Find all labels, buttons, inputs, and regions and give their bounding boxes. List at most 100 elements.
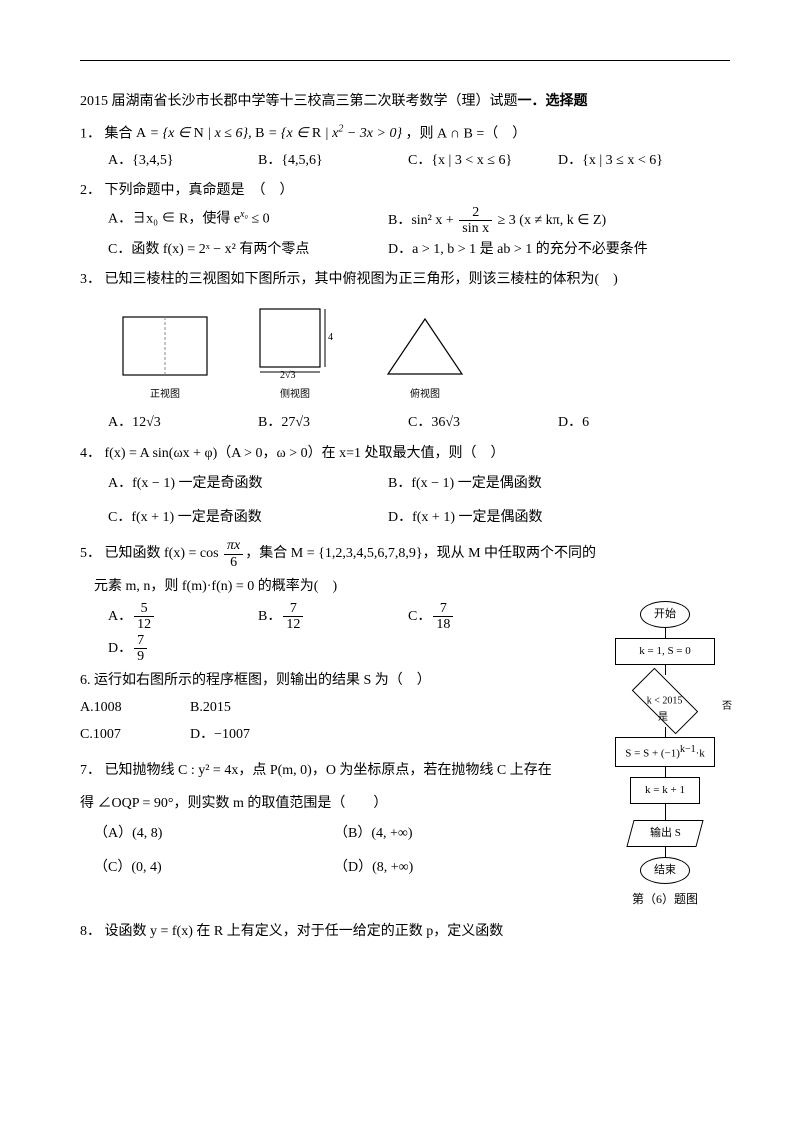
- q1-opt-a: A．{3,4,5}: [108, 148, 258, 175]
- question-4: 4． f(x) = A sin(ωx + φ)（A > 0，ω > 0）在 x=…: [80, 441, 730, 468]
- flow-yes: 是: [658, 708, 668, 727]
- q5-opt-c: C．718: [408, 601, 558, 633]
- q5c-d: 18: [433, 617, 453, 632]
- top-label: 俯视图: [380, 385, 470, 404]
- q2-opt-c: C．函数 f(x) = 2ˣ − x² 有两个零点: [108, 237, 388, 264]
- q1-opt-d: D．{x | 3 ≤ x < 6}: [558, 148, 708, 175]
- q6-num: 6.: [80, 673, 91, 688]
- q2-opt-d: D．a > 1, b > 1 是 ab > 1 的充分不必要条件: [388, 237, 668, 264]
- q2-opt-b: B．sin² x + 2sin x ≥ 3 (x ≠ kπ, k ∈ Z): [388, 205, 668, 237]
- q1-options: A．{3,4,5} B．{4,5,6} C．{x | 3 < x ≤ 6} D．…: [108, 148, 730, 175]
- flow-s1-post: ·k: [696, 747, 705, 759]
- q3-options: A．12√3 B．27√3 C．36√3 D．6: [108, 410, 730, 437]
- flow-output: 输出 S: [626, 820, 703, 847]
- flow-start: 开始: [640, 601, 690, 628]
- side-view: 4 2√3 侧视图: [250, 306, 340, 404]
- q2a-post: ≤ 0: [248, 212, 270, 227]
- q2-num: 2．: [80, 183, 101, 198]
- q4-opt-d: D．f(x + 1) 一定是偶函数: [388, 501, 668, 535]
- q5-opt-a: A．512: [108, 601, 258, 633]
- q6-opt-a: A.1008: [80, 695, 190, 722]
- q3-opt-a: A．12√3: [108, 410, 258, 437]
- q4-options: A．f(x − 1) 一定是奇函数 B．f(x − 1) 一定是偶函数 C．f(…: [108, 467, 730, 534]
- q5b-n: 7: [283, 601, 303, 617]
- flow-s1-sup: k−1: [680, 744, 696, 755]
- q2b-post: ≥ 3 (x ≠ kπ, k ∈ Z): [494, 213, 606, 228]
- question-8: 8． 设函数 y = f(x) 在 R 上有定义，对于任一给定的正数 p，定义函…: [80, 919, 730, 946]
- q5-num: 5．: [80, 546, 101, 561]
- q1-stem-a: 集合: [105, 126, 137, 141]
- q1-math: A = {x ∈ N | x ≤ 6}, B = {x ∈ R | x2 − 3…: [136, 126, 402, 141]
- q7-opt-d: （D）(8, +∞): [334, 851, 484, 885]
- q5c-n: 7: [433, 601, 453, 617]
- q2a-sup: x₀: [240, 209, 248, 220]
- q4-num: 4．: [80, 446, 101, 461]
- flow-caption: 第（6）题图: [600, 888, 730, 911]
- q7-opt-b: （B）(4, +∞): [334, 817, 484, 851]
- q5a-pre: A．: [108, 609, 132, 624]
- three-views: 正视图 4 2√3 侧视图 俯视图: [120, 306, 730, 404]
- page-title: 2015 届湖南省长沙市长郡中学等十三校高三第二次联考数学（理）试题一．选择题: [80, 89, 730, 116]
- section-label: 一．选择题: [518, 94, 588, 109]
- q5-stem-a: 已知函数 f(x) = cos: [105, 546, 223, 561]
- question-2: 2． 下列命题中，真命题是 （ ）: [80, 178, 730, 205]
- q5a-n: 5: [134, 601, 154, 617]
- q8-num: 8．: [80, 924, 101, 939]
- flow-end: 结束: [640, 857, 690, 884]
- question-5: 5． 已知函数 f(x) = cos πx6，集合 M = {1,2,3,4,5…: [80, 538, 730, 570]
- q6-options-2: C.1007 D．−1007: [80, 722, 592, 749]
- q7-num: 7．: [80, 763, 101, 778]
- top-view: 俯视图: [380, 314, 470, 404]
- q1-num: 1．: [80, 126, 101, 141]
- side-label: 侧视图: [250, 385, 340, 404]
- q2b-den: sin x: [459, 221, 492, 236]
- q5-opt-b: B．712: [258, 601, 408, 633]
- q5-stem-c: 元素 m, n，则 f(m)·f(n) = 0 的概率为( ): [94, 574, 730, 601]
- q3-opt-d: D．6: [558, 410, 708, 437]
- q6-opt-d: D．−1007: [190, 722, 300, 749]
- q5-den-f: 6: [224, 555, 243, 570]
- q1-stem-b: ，则 A ∩ B =（ ）: [406, 126, 527, 141]
- front-view: 正视图: [120, 314, 210, 404]
- q1-opt-b: B．{4,5,6}: [258, 148, 408, 175]
- q5a-d: 12: [134, 617, 154, 632]
- q2a-pre: A．∃x₀ ∈ R，使得 e: [108, 212, 240, 227]
- q2b-pre: B．sin² x +: [388, 213, 457, 228]
- q5b-pre: B．: [258, 609, 281, 624]
- flow-step1: S = S + (−1)k−1·k: [615, 737, 715, 768]
- q5-num-f: πx: [224, 538, 243, 554]
- q5c-pre: C．: [408, 609, 431, 624]
- flow-step2: k = k + 1: [630, 777, 700, 804]
- q3-opt-b: B．27√3: [258, 410, 408, 437]
- q5-options: A．512 B．712 C．718 D．79: [108, 601, 592, 665]
- flow-out-text: 输出 S: [650, 823, 681, 844]
- q3-stem: 已知三棱柱的三视图如下图所示，其中俯视图为正三角形，则该三棱柱的体积为( ): [105, 272, 618, 287]
- flow-init: k = 1, S = 0: [615, 638, 715, 665]
- q7-opt-a: （A）(4, 8): [94, 817, 334, 851]
- question-1: 1． 集合 A = {x ∈ N | x ≤ 6}, B = {x ∈ R | …: [80, 120, 730, 148]
- flow-no: 否: [722, 697, 732, 716]
- flow-s1-pre: S = S + (−1): [625, 747, 680, 759]
- q3-opt-c: C．36√3: [408, 410, 558, 437]
- q2-options: A．∃x₀ ∈ R，使得 ex₀ ≤ 0 B．sin² x + 2sin x ≥…: [108, 205, 730, 263]
- q6-opt-b: B.2015: [190, 695, 300, 722]
- q8-stem: 设函数 y = f(x) 在 R 上有定义，对于任一给定的正数 p，定义函数: [105, 924, 504, 939]
- q7-options: （A）(4, 8) （B）(4, +∞) （C）(0, 4) （D）(8, +∞…: [94, 817, 592, 884]
- q7-stem-a: 已知抛物线 C : y² = 4x，点 P(m, 0)，O 为坐标原点，若在抛物…: [105, 763, 552, 778]
- q6-opt-c: C.1007: [80, 722, 190, 749]
- q5b-d: 12: [283, 617, 303, 632]
- q1-opt-c: C．{x | 3 < x ≤ 6}: [408, 148, 558, 175]
- title-prefix: 2015 届湖南省长沙市长郡中学等十三校高三第二次联考数学（理）试题: [80, 94, 518, 109]
- q6-stem: 运行如右图所示的程序框图，则输出的结果 S 为（ ）: [94, 673, 431, 688]
- q7-opt-c: （C）(0, 4): [94, 851, 334, 885]
- side-w: 2√3: [280, 370, 296, 378]
- q5d-n: 7: [134, 633, 147, 649]
- q5-stem-b: ，集合 M = {1,2,3,4,5,6,7,8,9}，现从 M 中任取两个不同…: [245, 546, 596, 561]
- q4-stem: f(x) = A sin(ωx + φ)（A > 0，ω > 0）在 x=1 处…: [105, 446, 505, 461]
- q3-num: 3．: [80, 272, 101, 287]
- q2-opt-a: A．∃x₀ ∈ R，使得 ex₀ ≤ 0: [108, 205, 388, 237]
- q6-options: A.1008 B.2015: [80, 695, 592, 722]
- front-label: 正视图: [120, 385, 210, 404]
- q4-opt-a: A．f(x − 1) 一定是奇函数: [108, 467, 388, 501]
- side-h: 4: [328, 332, 333, 343]
